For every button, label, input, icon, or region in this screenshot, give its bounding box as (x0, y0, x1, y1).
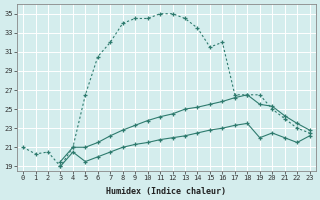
X-axis label: Humidex (Indice chaleur): Humidex (Indice chaleur) (106, 187, 226, 196)
